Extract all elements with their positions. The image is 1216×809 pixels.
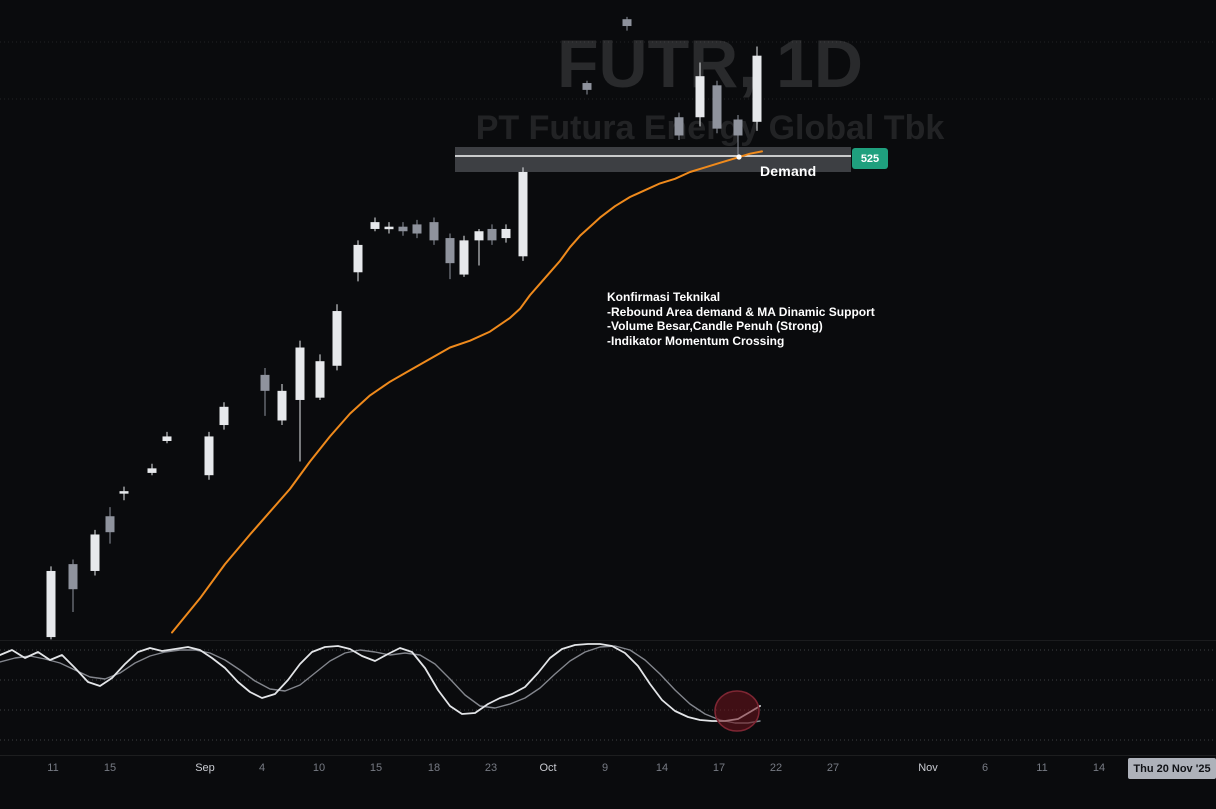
time-axis-label: 17	[712, 762, 726, 774]
price-touch-dot	[736, 154, 742, 160]
candle-body	[315, 361, 325, 398]
time-axis-label: 14	[655, 762, 669, 774]
candle-body	[712, 85, 722, 129]
time-axis-label: 11	[1036, 762, 1048, 774]
time-axis-label: Nov	[918, 762, 938, 774]
candle-body	[674, 117, 684, 136]
demand-zone-label[interactable]: Demand	[760, 163, 817, 179]
crosshair-date-label: Thu 20 Nov '25	[1128, 758, 1216, 779]
candle-body	[695, 76, 705, 118]
moving-average-line[interactable]	[171, 150, 763, 634]
time-axis-label: 9	[601, 762, 609, 774]
candle-body	[445, 238, 455, 264]
momentum-slow-line	[0, 645, 761, 724]
candle-body	[105, 516, 115, 533]
candle-body	[622, 19, 632, 27]
candle-body	[582, 83, 592, 90]
candle-body	[429, 222, 439, 241]
candle-body	[90, 534, 100, 571]
candle-body	[398, 226, 408, 232]
candle-body	[474, 231, 484, 241]
time-axis-label: 10	[312, 762, 326, 774]
demand-zone[interactable]	[455, 147, 851, 172]
time-axis-label: 4	[258, 762, 266, 774]
candle-body	[204, 436, 214, 476]
momentum-fast-line	[0, 643, 761, 722]
candle-body	[277, 390, 287, 421]
time-axis-label: Sep	[195, 762, 215, 774]
technical-note-line: -Indikator Momentum Crossing	[607, 333, 785, 348]
candle-body	[219, 406, 229, 426]
candle-body	[501, 228, 511, 239]
candle-body	[752, 55, 762, 122]
time-axis-label: 15	[103, 762, 117, 774]
technical-note[interactable]: Konfirmasi Teknikal -Rebound Area demand…	[607, 290, 875, 348]
technical-note-line: -Rebound Area demand & MA Dinamic Suppor…	[607, 304, 875, 319]
price-label-badge: 525	[852, 148, 888, 169]
candle-body	[733, 119, 743, 136]
time-axis-label: 18	[427, 762, 441, 774]
candle-body	[119, 491, 129, 494]
candle-body	[518, 171, 528, 257]
time-axis-label: Oct	[539, 762, 557, 774]
time-axis-label: 11	[47, 762, 59, 774]
candle-body	[332, 311, 342, 366]
time-axis-label: 23	[484, 762, 498, 774]
candle-body	[295, 347, 305, 400]
candle-body	[147, 468, 157, 473]
candle-body	[353, 244, 363, 273]
candle-body	[370, 222, 380, 229]
candle-body	[162, 436, 172, 441]
time-axis-label: 22	[769, 762, 783, 774]
candle-body	[384, 226, 394, 230]
candle-body	[260, 374, 270, 391]
candle-body	[459, 240, 469, 275]
momentum-crossing-circle[interactable]	[714, 690, 760, 732]
candle-body	[412, 224, 422, 234]
technical-note-line: -Volume Besar,Candle Penuh (Strong)	[607, 319, 823, 334]
time-axis[interactable]: Thu 20 Nov '25 11 15 Sep 4 10 15 18 23 Oct 9 14 17 2…	[0, 755, 1216, 809]
time-axis-label: 14	[1092, 762, 1106, 774]
candle-body	[46, 570, 56, 638]
candle-body	[68, 564, 78, 590]
time-axis-label: 15	[369, 762, 383, 774]
time-axis-label: 6	[981, 762, 989, 774]
technical-note-title: Konfirmasi Teknikal	[607, 290, 721, 304]
candle-body	[487, 228, 497, 241]
time-axis-label: 27	[826, 762, 840, 774]
